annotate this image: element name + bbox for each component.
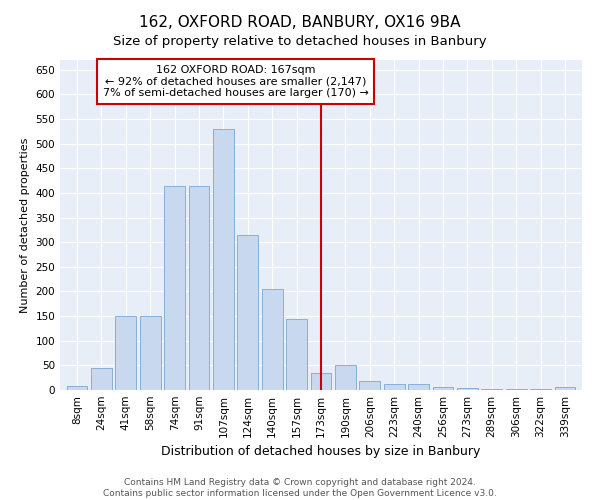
Bar xyxy=(530,389,551,390)
Bar xyxy=(481,388,502,390)
Bar xyxy=(91,368,112,390)
Text: 162, OXFORD ROAD, BANBURY, OX16 9BA: 162, OXFORD ROAD, BANBURY, OX16 9BA xyxy=(139,15,461,30)
Bar xyxy=(554,386,575,390)
Bar xyxy=(433,386,454,390)
Bar xyxy=(384,384,404,390)
X-axis label: Distribution of detached houses by size in Banbury: Distribution of detached houses by size … xyxy=(161,446,481,458)
Bar xyxy=(286,318,307,390)
Bar xyxy=(457,388,478,390)
Bar xyxy=(506,389,527,390)
Bar xyxy=(140,316,161,390)
Text: Size of property relative to detached houses in Banbury: Size of property relative to detached ho… xyxy=(113,35,487,48)
Bar xyxy=(115,316,136,390)
Bar xyxy=(67,386,88,390)
Bar xyxy=(238,235,258,390)
Bar xyxy=(213,129,234,390)
Bar xyxy=(188,186,209,390)
Text: Contains HM Land Registry data © Crown copyright and database right 2024.
Contai: Contains HM Land Registry data © Crown c… xyxy=(103,478,497,498)
Bar xyxy=(262,289,283,390)
Bar xyxy=(359,381,380,390)
Bar xyxy=(408,384,429,390)
Bar xyxy=(311,373,331,390)
Y-axis label: Number of detached properties: Number of detached properties xyxy=(20,138,30,312)
Bar xyxy=(335,366,356,390)
Bar xyxy=(164,186,185,390)
Text: 162 OXFORD ROAD: 167sqm
← 92% of detached houses are smaller (2,147)
7% of semi-: 162 OXFORD ROAD: 167sqm ← 92% of detache… xyxy=(103,65,368,98)
